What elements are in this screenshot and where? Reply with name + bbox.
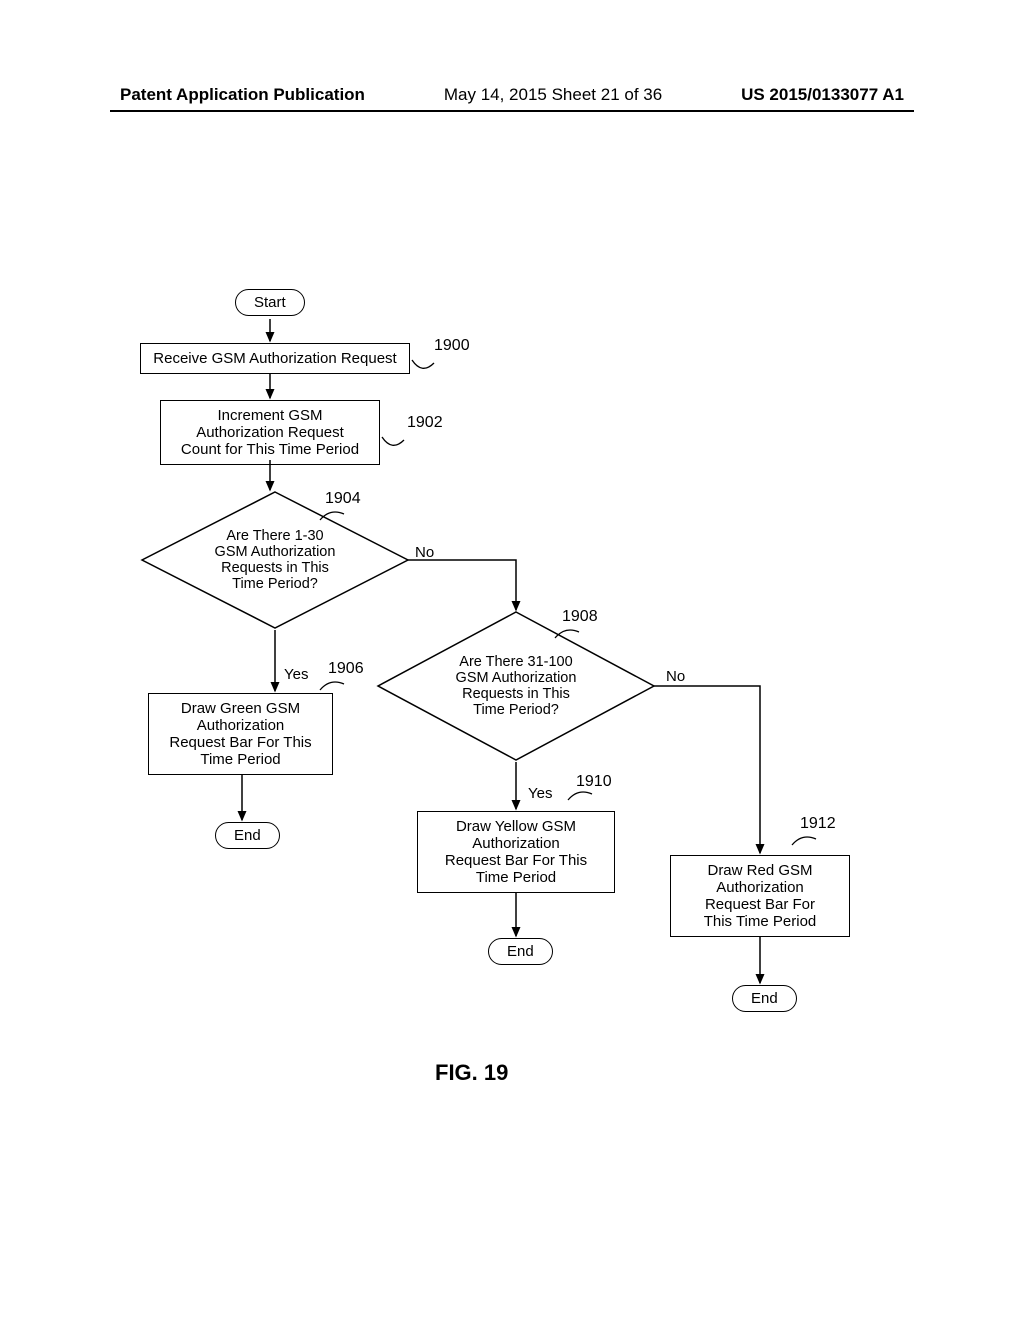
- start-terminator: Start: [235, 289, 305, 316]
- decision-1908-l4: Time Period?: [473, 702, 559, 718]
- process-1906-l2: Authorization: [197, 717, 285, 734]
- decision-1908-l2: GSM Authorization: [456, 670, 577, 686]
- decision-1904-l1: Are There 1-30: [226, 528, 323, 544]
- process-1900-label: Receive GSM Authorization Request: [153, 350, 396, 367]
- decision-1908: Are There 31-100 GSM Authorization Reque…: [376, 610, 656, 762]
- start-label: Start: [254, 294, 286, 311]
- process-1910-l4: Time Period: [476, 869, 556, 886]
- edge-label-yes-2: Yes: [528, 785, 552, 802]
- edge-label-no-2: No: [666, 668, 685, 685]
- decision-1908-l3: Requests in This: [462, 686, 570, 702]
- edge-label-yes-1: Yes: [284, 666, 308, 683]
- decision-1904-l4: Time Period?: [232, 576, 318, 592]
- ref-1906: 1906: [328, 660, 364, 678]
- ref-1908: 1908: [562, 608, 598, 626]
- process-1902-l3: Count for This Time Period: [181, 441, 359, 458]
- process-1910-l2: Authorization: [472, 835, 560, 852]
- decision-1904-l3: Requests in This: [221, 560, 329, 576]
- edge-label-no-1: No: [415, 544, 434, 561]
- end-terminator-2: End: [488, 938, 553, 965]
- end-label-1: End: [234, 827, 261, 844]
- decision-1908-l1: Are There 31-100: [459, 654, 572, 670]
- process-1910-l3: Request Bar For This: [445, 852, 587, 869]
- process-1906-l3: Request Bar For This: [169, 734, 311, 751]
- process-1902-l1: Increment GSM: [217, 407, 322, 424]
- end-terminator-1: End: [215, 822, 280, 849]
- ref-1900: 1900: [434, 337, 470, 355]
- process-1910-l1: Draw Yellow GSM: [456, 818, 576, 835]
- process-1900: Receive GSM Authorization Request: [140, 343, 410, 374]
- process-1906: Draw Green GSM Authorization Request Bar…: [148, 693, 333, 775]
- process-1912-l4: This Time Period: [704, 913, 817, 930]
- ref-1912: 1912: [800, 815, 836, 833]
- end-label-3: End: [751, 990, 778, 1007]
- process-1906-l4: Time Period: [200, 751, 280, 768]
- process-1902: Increment GSM Authorization Request Coun…: [160, 400, 380, 465]
- ref-1910: 1910: [576, 773, 612, 791]
- process-1902-l2: Authorization Request: [196, 424, 344, 441]
- process-1910: Draw Yellow GSM Authorization Request Ba…: [417, 811, 615, 893]
- decision-1908-text: Are There 31-100 GSM Authorization Reque…: [376, 610, 656, 762]
- decision-1904-l2: GSM Authorization: [215, 544, 336, 560]
- decision-1904-text: Are There 1-30 GSM Authorization Request…: [140, 490, 410, 630]
- process-1912-l2: Authorization: [716, 879, 804, 896]
- flowchart-canvas: Start Receive GSM Authorization Request …: [0, 0, 1024, 1320]
- process-1912-l3: Request Bar For: [705, 896, 815, 913]
- process-1912-l1: Draw Red GSM: [707, 862, 812, 879]
- ref-1902: 1902: [407, 414, 443, 432]
- end-terminator-3: End: [732, 985, 797, 1012]
- process-1906-l1: Draw Green GSM: [181, 700, 300, 717]
- end-label-2: End: [507, 943, 534, 960]
- figure-label: FIG. 19: [435, 1060, 508, 1086]
- decision-1904: Are There 1-30 GSM Authorization Request…: [140, 490, 410, 630]
- ref-1904: 1904: [325, 490, 361, 508]
- process-1912: Draw Red GSM Authorization Request Bar F…: [670, 855, 850, 937]
